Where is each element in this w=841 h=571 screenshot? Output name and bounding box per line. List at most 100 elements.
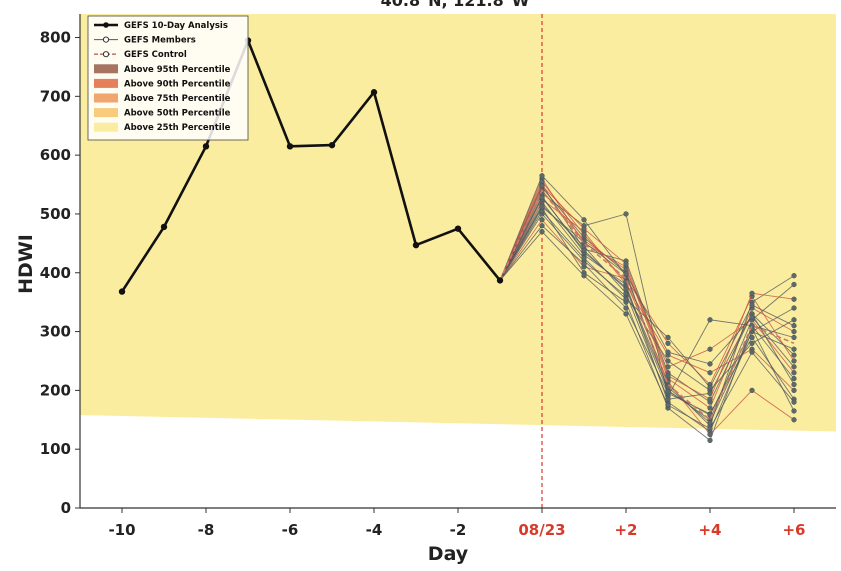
x-tick-label-6: +2 — [614, 521, 637, 539]
member-point-18-4 — [665, 373, 671, 379]
member-point-2-7 — [791, 305, 797, 311]
x-tick-label-2: -6 — [282, 521, 299, 539]
y-tick-label-500: 500 — [40, 205, 71, 223]
y-tick-label-400: 400 — [40, 264, 71, 282]
member-point-20-1 — [539, 204, 545, 210]
analysis-point-6 — [328, 141, 336, 149]
analysis-point-10 — [496, 277, 504, 284]
analysis-point-1 — [118, 288, 126, 295]
member-point-10-1 — [539, 173, 545, 179]
member-point-10-7 — [791, 273, 797, 279]
member-point-18-1 — [539, 183, 545, 189]
member-line-15 — [499, 180, 795, 436]
member-point-17-5 — [707, 425, 713, 432]
legend-members-marker — [102, 36, 110, 43]
member-point-19-7 — [791, 408, 797, 414]
member-point-4-6 — [749, 340, 755, 346]
member-point-6-4 — [665, 340, 671, 346]
x-tick-label-5: 08/23 — [518, 521, 565, 539]
legend-label-3: Above 95th Percentile — [124, 65, 231, 75]
member-point-12-4 — [665, 364, 671, 370]
x-tick-label-8: +6 — [782, 521, 805, 539]
member-point-17-3 — [623, 311, 629, 317]
member-point-20-5 — [707, 361, 713, 367]
x-axis-label: Day — [428, 543, 469, 565]
member-point-19-4 — [665, 388, 671, 395]
legend-label-5: Above 75th Percentile — [124, 94, 231, 104]
member-point-6-1 — [539, 217, 545, 223]
member-point-11-2 — [581, 261, 587, 267]
member-point-18-6 — [749, 290, 755, 296]
member-point-15-2 — [581, 231, 587, 238]
member-point-19-3 — [623, 286, 629, 292]
member-line-16 — [499, 210, 795, 389]
member-line-2 — [499, 201, 795, 433]
y-tick-label-700: 700 — [40, 87, 71, 105]
member-point-11-1 — [539, 223, 545, 229]
member-point-9-7 — [791, 387, 797, 394]
analysis-point-8 — [412, 241, 420, 249]
control-line — [499, 188, 795, 422]
member-point-19-1 — [539, 194, 545, 201]
analysis-point-7 — [370, 89, 378, 96]
member-point-5-7 — [791, 334, 797, 341]
member-point-5-3 — [623, 211, 629, 217]
member-point-17-6 — [749, 349, 755, 355]
member-point-7-7 — [791, 352, 797, 358]
y-tick-label-100: 100 — [40, 440, 71, 458]
legend-label-6: Above 50th Percentile — [124, 109, 231, 119]
member-point-18-2 — [581, 226, 587, 232]
legend: GEFS 10-Day Analysis GEFS Members GEFS Con… — [87, 15, 249, 141]
member-point-17-7 — [791, 399, 797, 405]
analysis-point-2 — [160, 223, 168, 231]
member-point-16-3 — [623, 296, 629, 302]
legend-label-0: GEFS 10-Day Analysis — [124, 21, 228, 31]
member-point-5-5 — [707, 317, 713, 323]
member-point-18-3 — [623, 261, 629, 267]
legend-label-1: GEFS Members — [124, 36, 196, 46]
member-point-17-2 — [581, 273, 587, 279]
member-point-16-6 — [749, 302, 755, 308]
member-point-13-5 — [707, 420, 713, 426]
analysis-point-3 — [202, 143, 210, 150]
y-tick-label-800: 800 — [40, 29, 71, 47]
member-point-16-5 — [707, 384, 713, 391]
member-line-10 — [499, 174, 795, 427]
x-tick-label-1: -8 — [198, 521, 215, 539]
member-point-14-7 — [791, 381, 797, 388]
member-point-15-5 — [707, 431, 713, 438]
member-point-8-5 — [707, 437, 713, 444]
member-line-17 — [499, 230, 795, 430]
member-point-13-7 — [791, 346, 797, 352]
member-line-7 — [499, 183, 795, 403]
member-point-20-6 — [749, 314, 755, 320]
y-axis-label: HDWI — [15, 234, 37, 294]
legend-patch-p75 — [94, 93, 118, 103]
y-tick-label-0: 0 — [61, 499, 71, 517]
member-point-10-2 — [581, 217, 587, 223]
member-line-11 — [499, 225, 795, 415]
member-point-15-6 — [749, 387, 755, 394]
legend-patch-p90 — [94, 78, 118, 88]
member-point-16-4 — [665, 334, 671, 341]
legend-control-marker — [102, 51, 110, 58]
analysis-series — [118, 37, 504, 295]
member-point-20-4 — [665, 349, 671, 355]
y-tick-label-300: 300 — [40, 323, 71, 341]
legend-label-7: Above 25th Percentile — [124, 123, 231, 133]
x-tick-label-4: -2 — [450, 521, 467, 539]
legend-label-2: GEFS Control — [124, 50, 187, 60]
legend-analysis-marker — [103, 22, 109, 28]
chart-title: 40.8°N, 121.8°W — [381, 0, 530, 10]
legend-patch-p95 — [94, 64, 118, 74]
member-point-6-7 — [791, 358, 797, 364]
legend-label-4: Above 90th Percentile — [124, 79, 231, 89]
member-point-20-3 — [623, 271, 629, 277]
member-point-9-5 — [707, 370, 713, 376]
member-point-17-1 — [539, 228, 545, 235]
member-point-16-7 — [791, 323, 797, 329]
legend-patch-p50 — [94, 108, 118, 118]
x-ticks: -10 -8 -6 -4 -2 08/23 +2 +4 +6 — [108, 508, 806, 539]
member-point-15-7 — [791, 417, 797, 423]
